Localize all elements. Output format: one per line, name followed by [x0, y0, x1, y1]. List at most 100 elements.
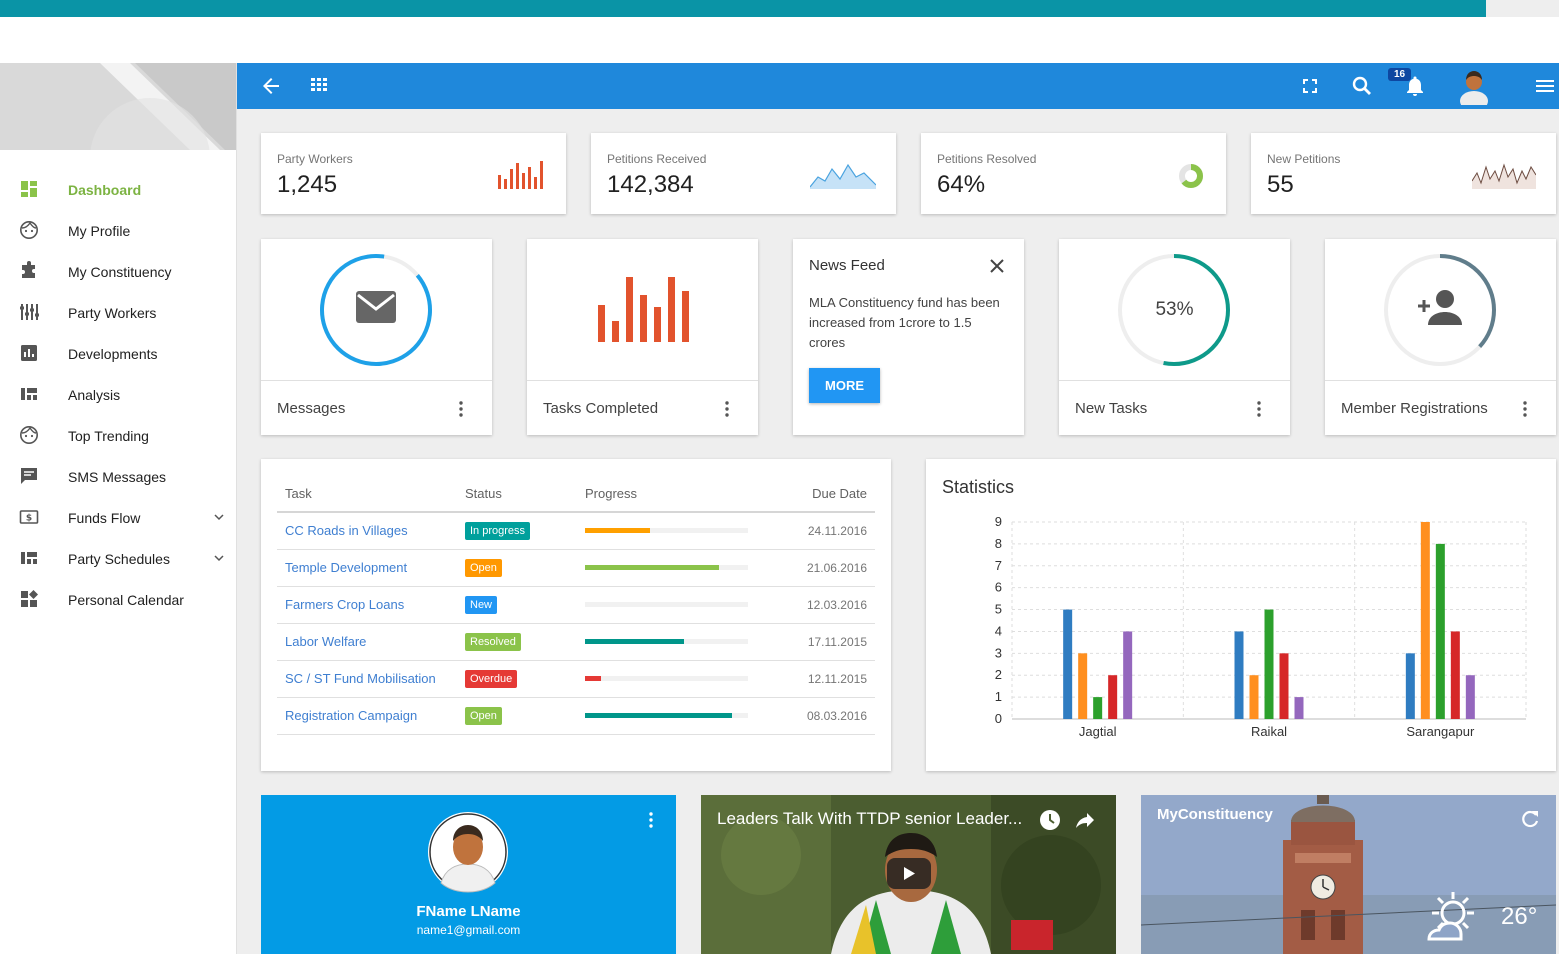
y-tick-label: 3 [995, 645, 1002, 660]
task-table-header: Task Status Progress Due Date [277, 476, 875, 513]
chart-bar [1093, 697, 1103, 719]
table-row: SC / ST Fund Mobilisation Overdue 12.11.20… [277, 660, 875, 698]
notification-count-badge: 16 [1388, 68, 1412, 81]
user-avatar[interactable] [1456, 67, 1492, 105]
progress-bar [585, 676, 748, 681]
sidebar-item-analysis[interactable]: Analysis [0, 374, 236, 415]
member-registrations-label: Member Registrations [1341, 400, 1488, 417]
progress-fill [585, 639, 685, 644]
progress-fill [585, 713, 732, 718]
close-icon[interactable] [988, 257, 1006, 275]
news-more-button[interactable]: MORE [809, 368, 880, 403]
search-icon[interactable] [1350, 74, 1374, 98]
task-cell: Farmers Crop Loans [277, 586, 457, 624]
chart-bar [1234, 631, 1244, 719]
widgets-icon [21, 590, 38, 607]
sidebar-item-developments[interactable]: Developments [0, 333, 236, 374]
play-button[interactable] [887, 858, 931, 889]
apps-grid-icon[interactable] [307, 74, 331, 98]
table-row: Farmers Crop Loans New 12.03.2016 [277, 586, 875, 624]
new-tasks-visual: 53% [1059, 239, 1290, 381]
partly-cloudy-icon [1427, 892, 1474, 941]
task-link[interactable]: Farmers Crop Loans [285, 597, 405, 612]
task-link[interactable]: Temple Development [285, 560, 408, 575]
y-tick-label: 4 [995, 623, 1002, 638]
task-link[interactable]: CC Roads in Villages [285, 523, 408, 539]
stat-label: New Petitions [1267, 152, 1341, 166]
progress-bar [585, 639, 748, 644]
quilt-icon [21, 388, 37, 400]
sidebar-item-my-constituency[interactable]: My Constituency [0, 251, 236, 292]
refresh-icon[interactable] [1520, 809, 1540, 829]
task-link[interactable]: SC / ST Fund Mobilisation [285, 671, 436, 686]
status-badge: Open [465, 706, 502, 725]
tasks-completed-visual [527, 239, 758, 381]
status-cell: Overdue [457, 660, 577, 698]
more-vert-icon[interactable] [1250, 400, 1268, 418]
chart-bar [1108, 675, 1118, 719]
sidebar-item-label: Top Trending [68, 427, 149, 444]
tasks-completed-label: Tasks Completed [543, 400, 659, 417]
member-registrations-visual [1325, 239, 1556, 381]
progress-bar [585, 565, 748, 570]
new-tasks-widget[interactable]: 53% New Tasks [1059, 239, 1290, 435]
notification-bell-icon[interactable] [1403, 74, 1427, 98]
chart-bar [1264, 609, 1274, 719]
sidebar-item-top-trending[interactable]: Top Trending [0, 415, 236, 456]
donut-sparkline [1179, 164, 1203, 188]
sidebar-item-label: Analysis [68, 386, 121, 403]
status-badge: Open [465, 558, 502, 577]
temperature: 26° [1501, 903, 1538, 930]
stat-card-petitions-resolved: Petitions Resolved 64% [921, 133, 1226, 214]
top-accent-strip [0, 0, 1486, 17]
task-link[interactable]: Registration Campaign [285, 708, 418, 723]
sidebar-item-label: My Profile [68, 222, 131, 239]
chart-bar [1435, 543, 1445, 719]
more-vert-icon[interactable] [1516, 400, 1534, 418]
share-icon[interactable] [1073, 808, 1097, 832]
video-card[interactable]: Leaders Talk With TTDP senior Leader... [701, 795, 1116, 954]
fullscreen-icon[interactable] [1298, 74, 1322, 98]
chevron-down-icon[interactable] [212, 510, 226, 524]
statistics-bar-chart: 0 1 2 3 4 5 6 7 8 9 Jagtial Raikal Sarangapur [995, 514, 1527, 739]
sidebar-item-dashboard[interactable]: Dashboard [0, 169, 236, 210]
header-progress: Progress [577, 476, 777, 513]
y-tick-label: 8 [995, 536, 1002, 551]
task-cell: Registration Campaign [277, 697, 457, 735]
more-vert-icon[interactable] [718, 400, 736, 418]
more-vert-icon[interactable] [452, 400, 470, 418]
watch-later-icon[interactable] [1038, 808, 1062, 832]
sidebar-item-label: Party Workers [68, 304, 157, 321]
sidebar-item-funds-flow[interactable]: $ Funds Flow [0, 497, 236, 538]
back-arrow-icon[interactable] [259, 74, 283, 98]
stat-card-petitions-received: Petitions Received 142,384 [591, 133, 896, 214]
more-vert-icon[interactable] [642, 811, 660, 829]
task-link[interactable]: Labor Welfare [285, 634, 367, 649]
progress-bar [585, 713, 748, 718]
sidebar-item-party-workers[interactable]: Party Workers [0, 292, 236, 333]
profile-avatar[interactable] [427, 811, 509, 893]
messages-widget[interactable]: Messages [261, 239, 492, 435]
table-row: CC Roads in Villages In progress 24.11.201… [277, 512, 875, 550]
profile-email: name1@gmail.com [416, 923, 521, 937]
chevron-down-icon[interactable] [212, 551, 226, 565]
table-row: Labor Welfare Resolved 17.11.2015 [277, 623, 875, 661]
chart-bar [1063, 609, 1073, 719]
sidebar-item-label: SMS Messages [68, 468, 167, 485]
progress-cell [577, 512, 777, 550]
due-date-cell: 08.03.2016 [777, 697, 875, 735]
status-cell: Open [457, 549, 577, 587]
sidebar-item-sms-messages[interactable]: SMS Messages [0, 456, 236, 497]
tasks-completed-widget[interactable]: Tasks Completed [527, 239, 758, 435]
sidebar-item-party-schedules[interactable]: Party Schedules [0, 538, 236, 579]
chart-bar [1279, 653, 1289, 719]
stat-value: 1,245 [277, 171, 338, 198]
y-tick-label: 6 [995, 580, 1002, 595]
messages-visual [261, 239, 492, 381]
member-registrations-widget[interactable]: Member Registrations [1325, 239, 1556, 435]
sidebar-header-graphic [0, 63, 236, 150]
sidebar-item-personal-calendar[interactable]: Personal Calendar [0, 579, 236, 620]
news-feed-card: News Feed MLA Constituency fund has been… [793, 239, 1024, 435]
sidebar-item-my-profile[interactable]: My Profile [0, 210, 236, 251]
menu-hamburger-icon[interactable] [1533, 74, 1557, 98]
